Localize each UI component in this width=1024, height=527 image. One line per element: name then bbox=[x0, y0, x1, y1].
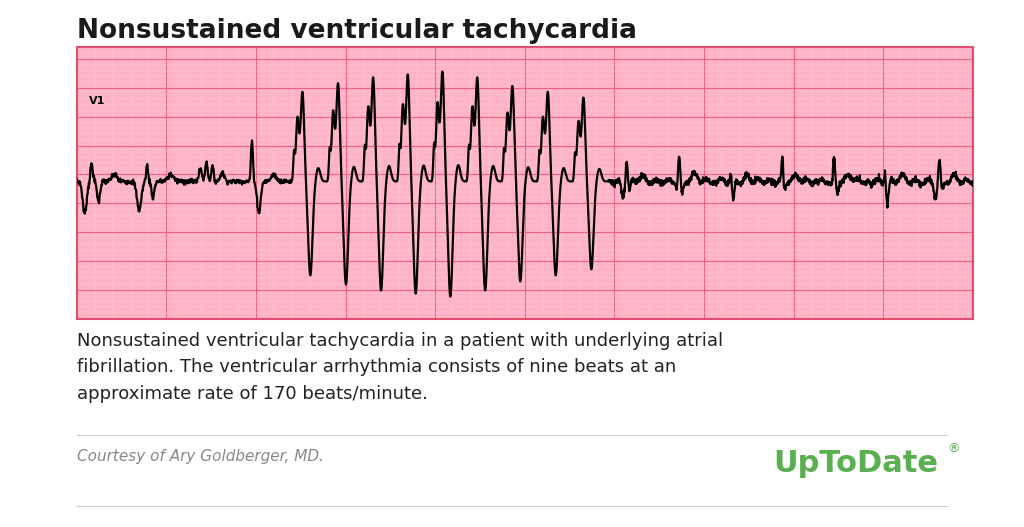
Text: approximate rate of 170 beats/minute.: approximate rate of 170 beats/minute. bbox=[77, 385, 428, 403]
Text: fibrillation. The ventricular arrhythmia consists of nine beats at an: fibrillation. The ventricular arrhythmia… bbox=[77, 358, 676, 376]
Text: V1: V1 bbox=[88, 96, 104, 106]
Text: ®: ® bbox=[947, 442, 959, 455]
Text: UpToDate: UpToDate bbox=[773, 449, 938, 478]
Text: Nonsustained ventricular tachycardia: Nonsustained ventricular tachycardia bbox=[77, 18, 637, 44]
Text: Nonsustained ventricular tachycardia in a patient with underlying atrial: Nonsustained ventricular tachycardia in … bbox=[77, 332, 723, 350]
Text: Courtesy of Ary Goldberger, MD.: Courtesy of Ary Goldberger, MD. bbox=[77, 449, 324, 464]
